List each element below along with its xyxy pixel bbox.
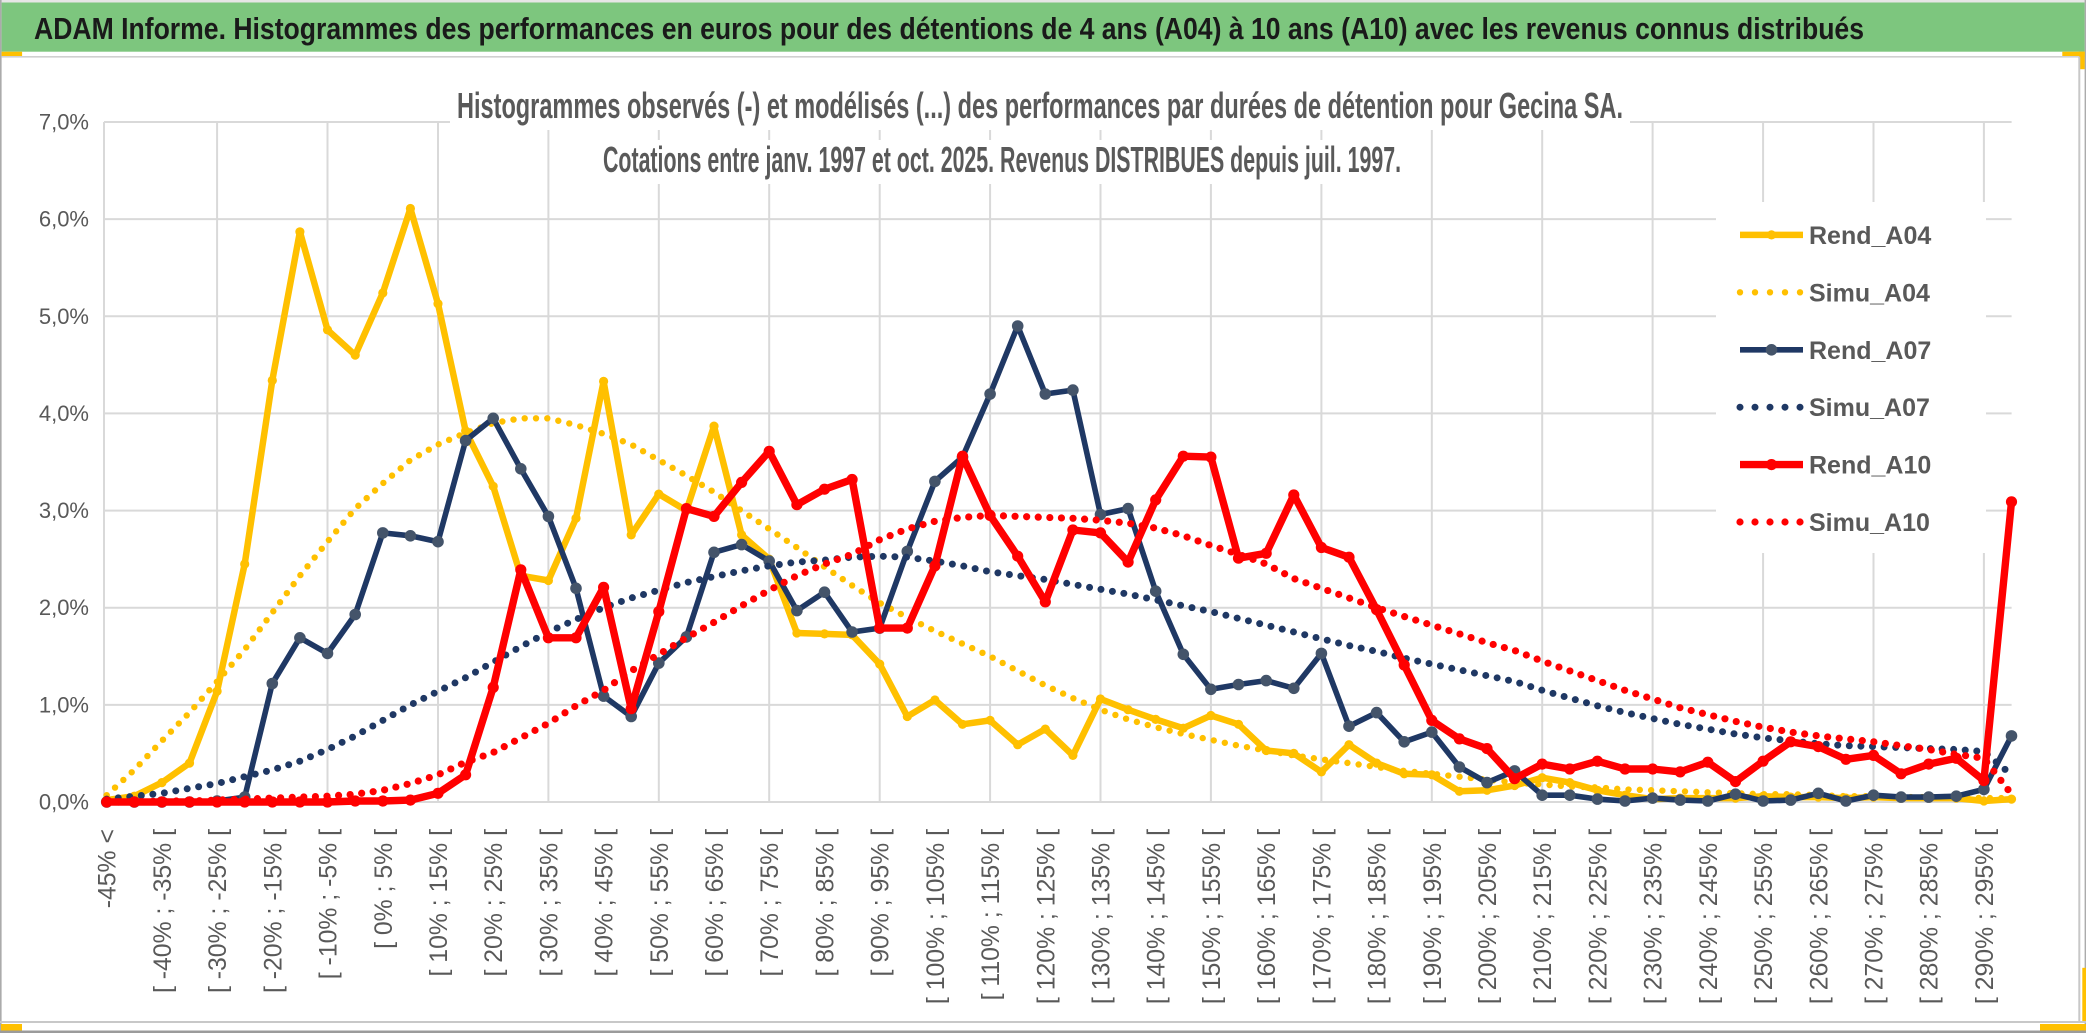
svg-text:[ 20% ; 25% [: [ 20% ; 25% [ [481,829,508,977]
svg-text:[ 140% ; 145% [: [ 140% ; 145% [ [1144,829,1171,1004]
svg-text:[ 120% ; 125% [: [ 120% ; 125% [ [1033,829,1060,1004]
svg-text:[ 220% ; 225% [: [ 220% ; 225% [ [1585,829,1612,1004]
svg-text:[ 60% ; 65% [: [ 60% ; 65% [ [702,829,729,977]
svg-text:5,0%: 5,0% [39,304,89,329]
svg-text:Cotations entre janv. 1997 et: Cotations entre janv. 1997 et oct. 2025.… [603,139,1401,180]
svg-text:[ 70% ; 75% [: [ 70% ; 75% [ [757,829,784,977]
svg-text:ADAM Informe. Histogrammes des: ADAM Informe. Histogrammes des performan… [34,11,1864,46]
svg-text:Rend_A07: Rend_A07 [1809,337,1931,365]
svg-text:7,0%: 7,0% [39,110,89,135]
svg-text:[ 80% ; 85% [: [ 80% ; 85% [ [813,829,840,977]
svg-text:[ 230% ; 235% [: [ 230% ; 235% [ [1641,829,1668,1004]
svg-text:Simu_A07: Simu_A07 [1809,394,1930,422]
svg-text:[ 250% ; 255% [: [ 250% ; 255% [ [1751,829,1778,1004]
svg-text:[ 30% ; 35% [: [ 30% ; 35% [ [536,829,563,977]
svg-text:[ 10% ; 15% [: [ 10% ; 15% [ [426,829,453,977]
svg-text:[ 0% ; 5% [: [ 0% ; 5% [ [371,829,398,949]
svg-text:[ 240% ; 245% [: [ 240% ; 245% [ [1696,829,1723,1004]
svg-text:[ 180% ; 185% [: [ 180% ; 185% [ [1365,829,1392,1004]
svg-text:[ 210% ; 215% [: [ 210% ; 215% [ [1530,829,1557,1004]
svg-text:[ 170% ; 175% [: [ 170% ; 175% [ [1309,829,1336,1004]
svg-text:[ 280% ; 285% [: [ 280% ; 285% [ [1917,829,1944,1004]
svg-text:[ -20% ; -15% [: [ -20% ; -15% [ [260,829,287,993]
svg-text:[ 90% ; 95% [: [ 90% ; 95% [ [868,829,895,977]
svg-text:[ -30% ; -25% [: [ -30% ; -25% [ [205,829,232,993]
svg-text:Simu_A10: Simu_A10 [1809,509,1930,537]
svg-text:[ -10% ; -5% [: [ -10% ; -5% [ [316,829,343,979]
svg-text:-45% <: -45% < [95,829,122,908]
svg-text:[ 270% ; 275% [: [ 270% ; 275% [ [1862,829,1889,1004]
svg-text:[ -40% ; -35% [: [ -40% ; -35% [ [150,829,177,993]
svg-text:[ 160% ; 165% [: [ 160% ; 165% [ [1254,829,1281,1004]
svg-text:[ 200% ; 205% [: [ 200% ; 205% [ [1475,829,1502,1004]
svg-text:[ 260% ; 265% [: [ 260% ; 265% [ [1806,829,1833,1004]
svg-text:0,0%: 0,0% [39,790,89,815]
svg-text:[ 100% ; 105% [: [ 100% ; 105% [ [923,829,950,1004]
svg-text:[ 130% ; 135% [: [ 130% ; 135% [ [1089,829,1116,1004]
svg-text:4,0%: 4,0% [39,401,89,426]
svg-text:[ 110% ; 115% [: [ 110% ; 115% [ [978,829,1005,1000]
svg-text:6,0%: 6,0% [39,207,89,232]
svg-text:[ 40% ; 45% [: [ 40% ; 45% [ [592,829,619,977]
svg-text:[ 50% ; 55% [: [ 50% ; 55% [ [647,829,674,977]
svg-text:Rend_A10: Rend_A10 [1809,452,1931,480]
svg-text:Rend_A04: Rend_A04 [1809,222,1931,250]
svg-text:[ 190% ; 195% [: [ 190% ; 195% [ [1420,829,1447,1004]
svg-text:Simu_A04: Simu_A04 [1809,279,1930,307]
svg-text:1,0%: 1,0% [39,692,89,717]
svg-text:[ 290% ; 295% [: [ 290% ; 295% [ [1972,829,1999,1004]
svg-text:3,0%: 3,0% [39,498,89,523]
svg-text:2,0%: 2,0% [39,595,89,620]
svg-text:Histogrammes observés (-) et m: Histogrammes observés (-) et modélisés (… [457,85,1623,126]
svg-text:[ 150% ; 155% [: [ 150% ; 155% [ [1199,829,1226,1004]
